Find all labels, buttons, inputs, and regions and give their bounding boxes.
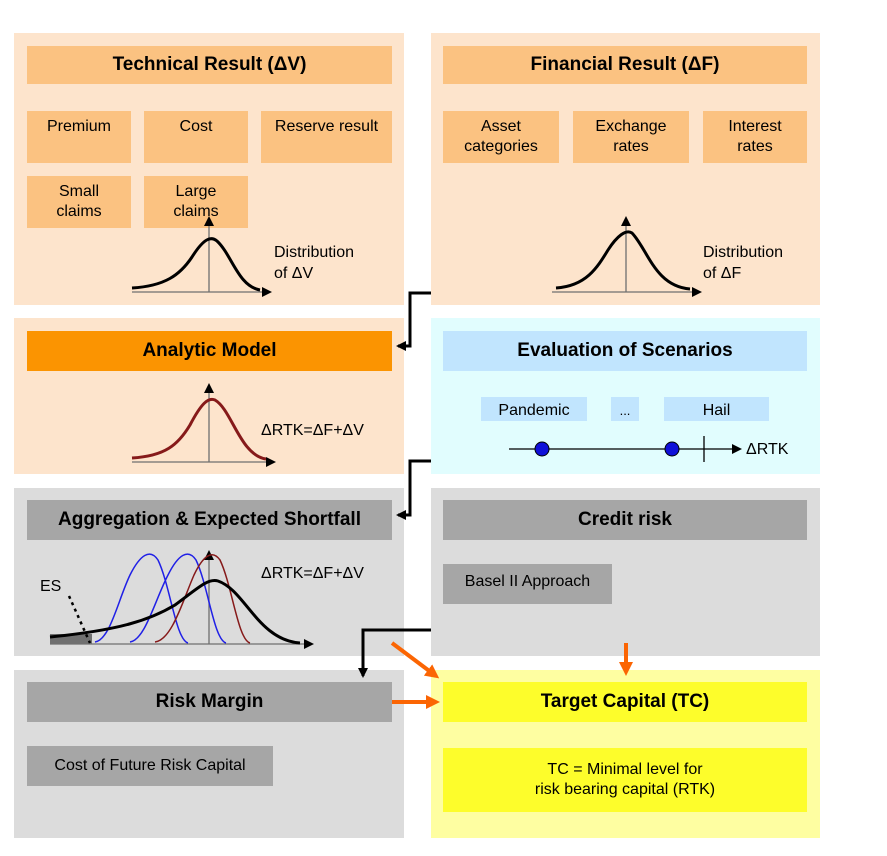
hail-point [664,441,680,457]
interest-rates-box: Interest rates [703,111,807,163]
pandemic-point [534,441,550,457]
large-claims-box: Large claims [144,176,248,228]
flow-arrow-scenarios-to-aggregation [396,459,431,520]
reserve-result-box: Reserve result [261,111,392,163]
es-label: ES [40,578,62,595]
evaluation-scenarios-title: Evaluation of Scenarios [443,331,807,371]
analytic-model-title: Analytic Model [27,331,392,371]
ellipsis-box: ... [611,397,639,421]
premium-box: Premium [27,111,131,163]
aggregation-formula: ΔRTK=ΔF+ΔV [261,565,364,582]
risk-margin-title: Risk Margin [27,682,392,722]
distribution-df-label: Distribution of ΔF [703,244,784,282]
technical-result-title: Technical Result (ΔV) [27,46,392,84]
asset-categories-box: Asset categories [443,111,559,163]
aggregation-chart [49,550,314,649]
credit-risk-title: Credit risk [443,500,807,540]
flow-arrow-financial-to-analytic [396,291,431,351]
distribution-df-chart [552,216,702,297]
aggregation-title: Aggregation & Expected Shortfall [27,500,392,540]
financial-result-title: Financial Result (ΔF) [443,46,807,84]
flow-arrow-to-risk-margin [358,628,431,678]
distribution-dv-chart [131,216,272,297]
exchange-rates-box: Exchange rates [573,111,689,163]
analytic-formula: ΔRTK=ΔF+ΔV [261,422,364,439]
analytic-model-chart [131,383,276,467]
cost-box: Cost [144,111,248,163]
target-capital-description: TC = Minimal level for risk bearing capi… [443,748,807,812]
hail-box: Hail [664,397,769,421]
scenario-axis-label: ΔRTK [746,441,789,458]
pandemic-box: Pandemic [481,397,587,421]
distribution-dv-label: Distribution of ΔV [274,244,355,282]
small-claims-box: Small claims [27,176,131,228]
scenario-axis [509,436,742,462]
cost-future-risk-capital-box: Cost of Future Risk Capital [27,746,273,786]
orange-arrow-aggregation-to-target [390,641,440,679]
basel-ii-box: Basel II Approach [443,564,612,604]
target-capital-title: Target Capital (TC) [443,682,807,722]
